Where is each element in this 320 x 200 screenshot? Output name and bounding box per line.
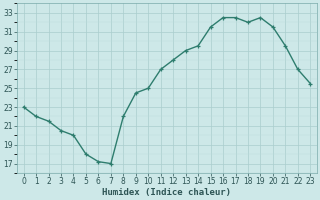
- X-axis label: Humidex (Indice chaleur): Humidex (Indice chaleur): [102, 188, 231, 197]
